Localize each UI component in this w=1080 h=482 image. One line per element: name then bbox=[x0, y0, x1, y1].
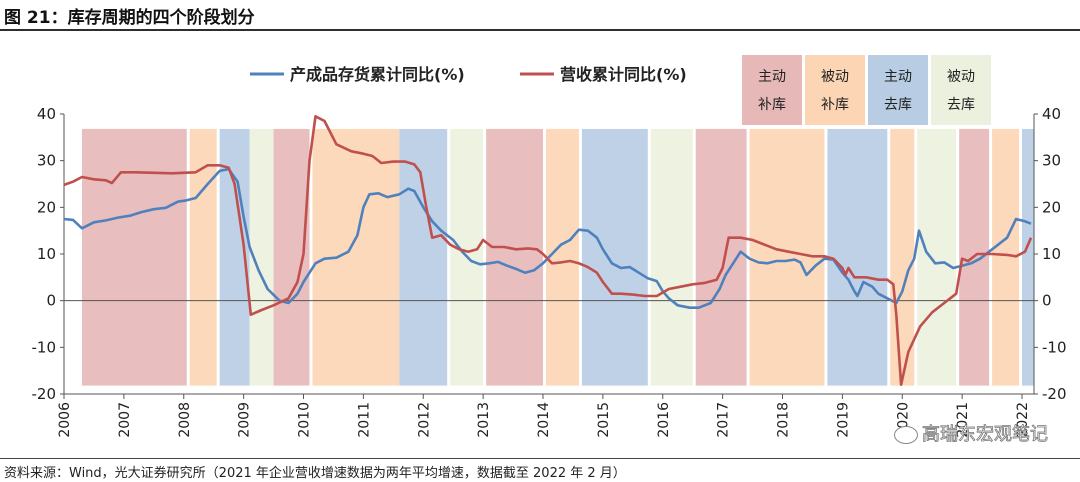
x-tick-label: 2013 bbox=[476, 402, 492, 438]
y-tick-label-left: 40 bbox=[37, 105, 56, 123]
phase-legend-line2-3: 去库 bbox=[947, 97, 975, 113]
phase-band-19 bbox=[1022, 128, 1034, 386]
phase-legend-line2-2: 去库 bbox=[884, 97, 912, 113]
phase-legend-line1-1: 被动 bbox=[821, 69, 849, 85]
phase-band-10 bbox=[581, 128, 648, 386]
x-tick-label: 2007 bbox=[117, 402, 133, 438]
x-tick-label: 2021 bbox=[955, 402, 971, 438]
phase-band-0 bbox=[81, 128, 187, 386]
legend-label-1: 营收累计同比(%) bbox=[560, 65, 687, 84]
phase-band-5 bbox=[312, 128, 400, 386]
series-line-1 bbox=[63, 115, 1033, 386]
phase-legend-line2-0: 补库 bbox=[758, 97, 786, 113]
y-tick-label-right: 30 bbox=[1042, 152, 1061, 170]
x-tick-label: 2008 bbox=[177, 402, 193, 438]
x-tick-label: 2018 bbox=[776, 402, 792, 438]
source-note: 资料来源：Wind，光大证券研究所（2021 年企业营收增速数据为两年平均增速，… bbox=[4, 466, 626, 481]
y-tick-label-left: -20 bbox=[32, 385, 57, 403]
series-line-0 bbox=[63, 167, 1032, 309]
y-tick-label-left: 0 bbox=[46, 292, 56, 310]
phase-legend-box-1 bbox=[805, 55, 865, 125]
x-tick-label: 2006 bbox=[57, 402, 73, 438]
legend-label-0: 产成品存货累计同比(%) bbox=[290, 65, 465, 84]
y-tick-label-right: 10 bbox=[1042, 245, 1061, 263]
phase-legend-line1-3: 被动 bbox=[947, 69, 975, 85]
x-tick-label: 2009 bbox=[237, 402, 253, 438]
phase-band-16 bbox=[917, 128, 957, 386]
x-tick-label: 2015 bbox=[596, 402, 612, 438]
phase-legend-box-2 bbox=[868, 55, 928, 125]
wechat-icon bbox=[894, 426, 918, 444]
y-tick-label-right: -10 bbox=[1042, 338, 1067, 356]
y-tick-label-left: -10 bbox=[32, 338, 57, 356]
x-tick-label: 2012 bbox=[416, 402, 432, 438]
y-tick-label-right: 40 bbox=[1042, 105, 1061, 123]
x-tick-label: 2022 bbox=[1015, 402, 1031, 438]
x-tick-label: 2011 bbox=[356, 402, 372, 438]
watermark-text: 高瑞东宏观笔记 bbox=[922, 424, 1049, 446]
y-tick-label-left: 10 bbox=[37, 245, 56, 263]
phase-band-8 bbox=[486, 128, 544, 386]
x-tick-label: 2014 bbox=[536, 402, 552, 438]
phase-legend-box-0 bbox=[742, 55, 802, 125]
source-divider bbox=[0, 458, 1080, 459]
x-tick-label: 2019 bbox=[835, 402, 851, 438]
x-tick-label: 2017 bbox=[716, 402, 732, 438]
y-tick-label-left: 20 bbox=[37, 198, 56, 216]
title-divider bbox=[0, 29, 1080, 31]
phase-legend-line1-0: 主动 bbox=[758, 69, 786, 85]
y-tick-label-right: 20 bbox=[1042, 198, 1061, 216]
y-tick-label-right: -20 bbox=[1042, 385, 1067, 403]
x-tick-label: 2016 bbox=[656, 402, 672, 438]
phase-band-3 bbox=[249, 128, 274, 386]
page-title: 图 21：库存周期的四个阶段划分 bbox=[4, 8, 255, 28]
phase-band-12 bbox=[695, 128, 747, 386]
x-tick-label: 2010 bbox=[297, 402, 313, 438]
phase-band-9 bbox=[546, 128, 579, 386]
y-tick-label-left: 30 bbox=[37, 152, 56, 170]
phase-band-11 bbox=[650, 128, 693, 386]
phase-band-14 bbox=[827, 128, 888, 386]
phase-legend-box-3 bbox=[931, 55, 991, 125]
phase-band-6 bbox=[399, 128, 448, 386]
phase-legend-line2-1: 补库 bbox=[821, 97, 849, 113]
watermark: 高瑞东宏观笔记 bbox=[894, 420, 1048, 446]
y-tick-label-right: 0 bbox=[1042, 292, 1052, 310]
phase-legend-line1-2: 主动 bbox=[884, 69, 912, 85]
